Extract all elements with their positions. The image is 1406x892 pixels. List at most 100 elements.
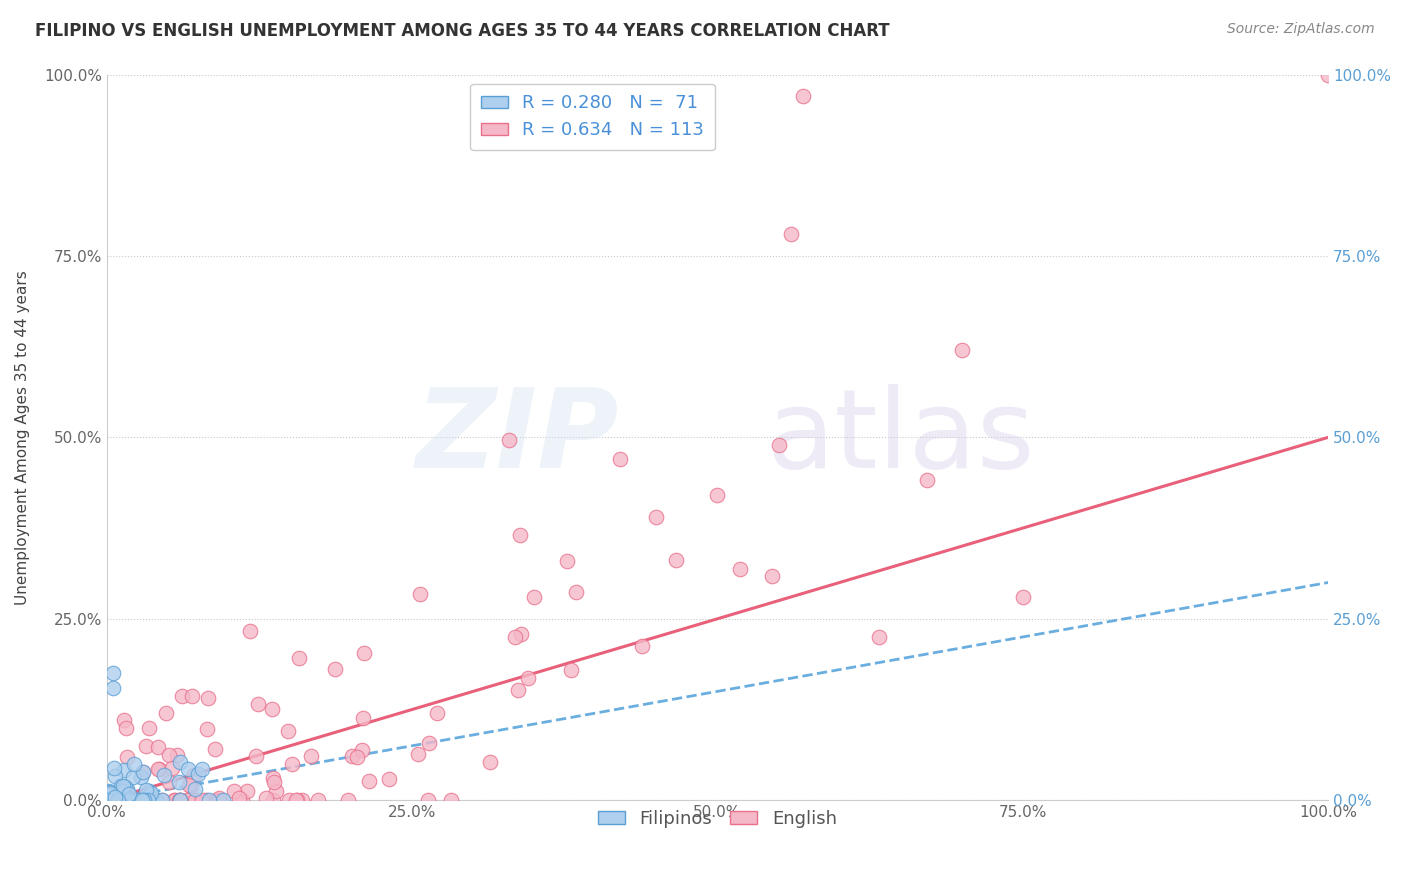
English: [195, 722, 218, 736]
English: [224, 783, 246, 797]
Text: ZIP: ZIP: [416, 384, 620, 491]
English: [176, 793, 198, 807]
Filipinos: [101, 793, 124, 807]
English: [418, 793, 440, 807]
Filipinos: [96, 787, 118, 801]
English: [264, 784, 287, 798]
Filipinos: [98, 793, 121, 807]
English: [665, 553, 688, 567]
English: [148, 762, 170, 776]
Filipinos: [153, 768, 176, 782]
English: [291, 793, 314, 807]
English: [915, 473, 938, 487]
English: [170, 689, 193, 703]
Filipinos: [98, 793, 121, 807]
English: [564, 585, 586, 599]
English: [112, 713, 135, 727]
Filipinos: [114, 793, 136, 807]
Filipinos: [111, 784, 134, 798]
English: [418, 735, 440, 749]
Filipinos: [120, 791, 142, 805]
English: [124, 793, 146, 807]
Filipinos: [169, 755, 191, 769]
Filipinos: [118, 793, 141, 807]
Filipinos: [103, 788, 125, 802]
English: [184, 793, 207, 807]
Filipinos: [131, 793, 153, 807]
English: [236, 784, 259, 798]
English: [263, 775, 285, 789]
English: [352, 711, 374, 725]
English: [169, 793, 191, 807]
English: [180, 690, 202, 704]
English: [337, 793, 360, 807]
Filipinos: [112, 793, 135, 807]
Filipinos: [117, 793, 139, 807]
English: [191, 793, 214, 807]
Filipinos: [112, 793, 135, 807]
Filipinos: [98, 786, 121, 800]
English: [204, 742, 226, 756]
English: [478, 755, 501, 769]
Filipinos: [117, 793, 139, 807]
English: [118, 793, 141, 807]
English: [231, 793, 253, 807]
Filipinos: [124, 793, 146, 807]
Filipinos: [142, 793, 165, 807]
English: [516, 671, 538, 685]
Filipinos: [115, 781, 138, 796]
English: [285, 793, 308, 807]
English: [262, 771, 284, 785]
English: [107, 793, 129, 807]
English: [180, 779, 202, 793]
English: [950, 343, 973, 358]
English: [197, 691, 219, 706]
English: [163, 793, 186, 807]
Filipinos: [110, 780, 132, 795]
Filipinos: [128, 793, 150, 807]
English: [254, 791, 277, 805]
Text: Source: ZipAtlas.com: Source: ZipAtlas.com: [1227, 22, 1375, 37]
Filipinos: [108, 793, 131, 807]
Filipinos: [110, 779, 132, 793]
English: [209, 793, 232, 807]
English: [103, 793, 125, 807]
English: [761, 569, 783, 583]
Filipinos: [118, 787, 141, 801]
Filipinos: [101, 681, 124, 695]
English: [194, 793, 217, 807]
English: [352, 742, 374, 756]
English: [103, 793, 125, 807]
English: [792, 89, 814, 103]
English: [706, 488, 728, 502]
Filipinos: [135, 783, 157, 797]
English: [277, 793, 299, 807]
Filipinos: [136, 793, 159, 807]
English: [323, 663, 346, 677]
Filipinos: [107, 793, 129, 807]
Filipinos: [103, 761, 125, 775]
Filipinos: [112, 763, 135, 777]
English: [523, 590, 546, 604]
Filipinos: [101, 666, 124, 681]
English: [631, 640, 654, 654]
English: [183, 768, 205, 782]
English: [353, 647, 375, 661]
English: [157, 775, 180, 789]
English: [205, 793, 228, 807]
English: [117, 793, 139, 807]
Filipinos: [107, 793, 129, 807]
English: [138, 721, 160, 735]
Filipinos: [105, 793, 128, 807]
English: [377, 772, 399, 787]
English: [285, 793, 308, 807]
English: [779, 227, 801, 242]
English: [169, 793, 191, 807]
Filipinos: [134, 793, 156, 807]
English: [609, 452, 631, 467]
English: [155, 706, 177, 720]
Y-axis label: Unemployment Among Ages 35 to 44 years: Unemployment Among Ages 35 to 44 years: [15, 270, 30, 605]
English: [281, 756, 304, 771]
Filipinos: [105, 793, 128, 807]
Filipinos: [110, 793, 132, 807]
